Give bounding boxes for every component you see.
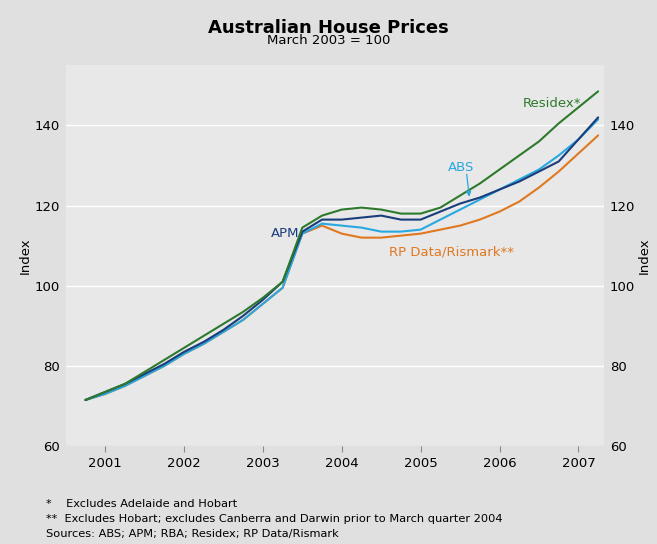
Y-axis label: Index: Index <box>638 237 651 274</box>
Text: *    Excludes Adelaide and Hobart: * Excludes Adelaide and Hobart <box>46 499 237 509</box>
Text: **  Excludes Hobart; excludes Canberra and Darwin prior to March quarter 2004: ** Excludes Hobart; excludes Canberra an… <box>46 514 503 524</box>
Y-axis label: Index: Index <box>19 237 32 274</box>
Text: Australian House Prices: Australian House Prices <box>208 19 449 37</box>
Text: Residex*: Residex* <box>523 97 581 110</box>
Text: March 2003 = 100: March 2003 = 100 <box>267 34 390 47</box>
Text: RP Data/Rismark**: RP Data/Rismark** <box>389 245 514 258</box>
Text: Sources: ABS; APM; RBA; Residex; RP Data/Rismark: Sources: ABS; APM; RBA; Residex; RP Data… <box>46 529 339 539</box>
Text: APM: APM <box>271 227 300 240</box>
Text: ABS: ABS <box>448 161 474 174</box>
